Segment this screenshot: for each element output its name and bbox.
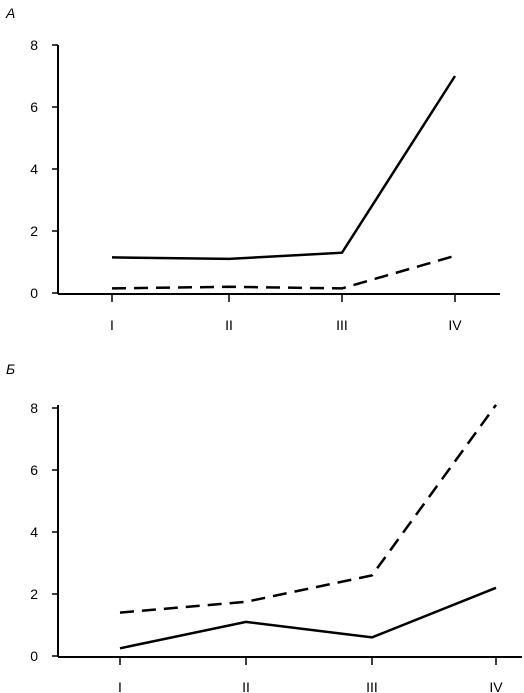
x-tick-label-a-I: I	[110, 317, 114, 333]
y-tick-label-b-0: 0	[30, 648, 38, 664]
series-line-a-solid	[111, 75, 457, 261]
y-tick-label-a-8: 8	[30, 37, 38, 53]
x-tick-label-a-IV: IV	[448, 317, 462, 333]
x-tick-label-b-IV: IV	[489, 679, 503, 693]
y-tick-label-a-4: 4	[30, 161, 38, 177]
series-line-a-dashed	[111, 254, 456, 290]
y-tick-label-b-6: 6	[30, 462, 38, 478]
x-tick-label-b-II: II	[242, 679, 250, 693]
x-tick-label-b-III: III	[366, 679, 378, 693]
x-tick-label-a-III: III	[336, 317, 348, 333]
y-tick-label-a-0: 0	[30, 285, 38, 301]
series-group-a	[111, 75, 457, 290]
series-line-b-solid	[119, 586, 497, 650]
x-tick-label-a-II: II	[225, 317, 233, 333]
y-tick-label-b-2: 2	[30, 586, 38, 602]
y-tick-label-a-2: 2	[30, 223, 38, 239]
y-tick-label-a-6: 6	[30, 99, 38, 115]
y-tick-label-b-8: 8	[30, 400, 38, 416]
x-tick-label-b-I: I	[118, 679, 122, 693]
panel-label-b: Б	[6, 361, 15, 377]
y-tick-label-b-4: 4	[30, 524, 38, 540]
panel-label-a: А	[5, 5, 15, 21]
series-group-b	[119, 404, 498, 650]
series-line-b-dashed	[119, 404, 498, 614]
